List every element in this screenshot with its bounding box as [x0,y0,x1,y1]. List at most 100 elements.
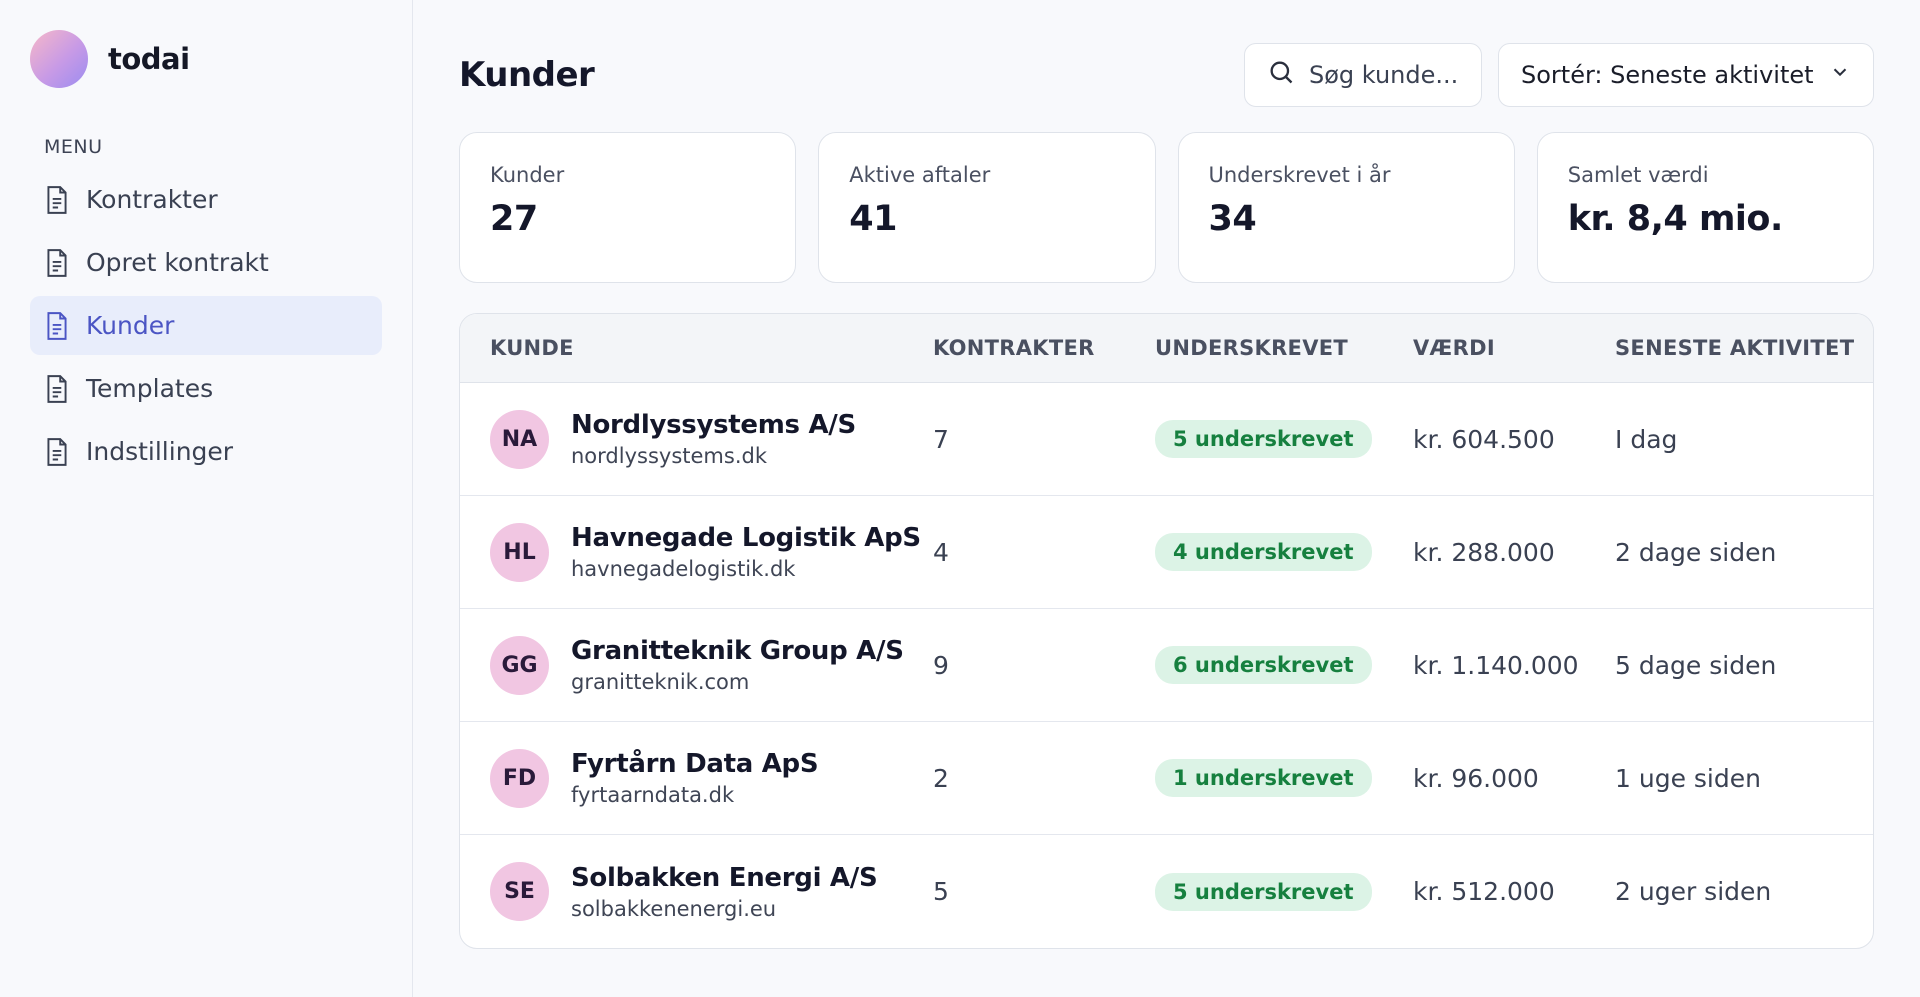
table-row[interactable]: HL Havnegade Logistik ApS havnegadelogis… [460,496,1873,609]
customer-domain: havnegadelogistik.dk [571,557,796,581]
activity-cell: I dag [1615,424,1678,454]
stat-label: Underskrevet i år [1208,163,1391,187]
column-header-vaerdi[interactable]: VÆRDI [1413,336,1495,360]
customer-domain: nordlyssystems.dk [571,444,767,468]
customer-info: Solbakken Energi A/S solbakkenenergi.eu [571,862,878,921]
sidebar-item-templates[interactable]: Templates [30,359,382,418]
customer-cell: FD Fyrtårn Data ApS fyrtaarndata.dk [490,748,933,808]
activity-cell: 2 dage siden [1615,537,1777,567]
customer-name[interactable]: Granitteknik Group A/S [571,636,904,666]
document-icon [44,374,70,404]
contracts-count: 7 [933,424,949,454]
customer-cell: SE Solbakken Energi A/S solbakkenenergi.… [490,862,933,921]
document-icon [44,185,70,215]
main-content: Kunder Søg kunde... Sortér: Seneste akti… [413,0,1920,997]
customer-cell: HL Havnegade Logistik ApS havnegadelogis… [490,522,933,582]
stat-card-aktive-aftaler: Aktive aftaler 41 [818,132,1156,283]
activity-cell: 5 dage siden [1615,650,1777,680]
document-icon [44,248,70,278]
sort-dropdown[interactable]: Sortér: Seneste aktivitet [1498,43,1874,107]
value-cell: kr. 512.000 [1413,877,1555,906]
column-header-seneste-aktivitet[interactable]: SENESTE AKTIVITET [1615,336,1855,360]
contracts-count: 2 [933,763,949,793]
table-row[interactable]: FD Fyrtårn Data ApS fyrtaarndata.dk 2 1 … [460,722,1873,835]
sidebar-nav: Kontrakter Opret kontrakt Kunder Templat… [30,170,382,481]
sidebar-item-label: Kunder [86,311,175,340]
top-actions: Søg kunde... Sortér: Seneste aktivitet [1244,43,1874,107]
table-row[interactable]: GG Granitteknik Group A/S granitteknik.c… [460,609,1873,722]
stat-label: Samlet værdi [1567,163,1709,187]
sidebar-item-label: Templates [86,374,214,403]
customer-name[interactable]: Solbakken Energi A/S [571,862,878,893]
status-badge: 5 underskrevet [1155,872,1372,911]
stat-card-samlet-vaerdi: Samlet værdi kr. 8,4 mio. [1536,132,1874,283]
sidebar-item-label: Opret kontrakt [86,248,269,277]
customer-info: Havnegade Logistik ApS havnegadelogistik… [571,523,921,581]
column-header-kontrakter[interactable]: KONTRAKTER [933,336,1095,360]
signed-cell: 5 underskrevet [1155,872,1413,911]
activity-cell: 1 uge siden [1615,763,1761,793]
customers-table: KUNDE KONTRAKTER UNDERSKREVET VÆRDI SENE… [459,313,1874,949]
value-cell: kr. 96.000 [1413,763,1539,793]
search-icon [1267,58,1295,92]
customer-cell: GG Granitteknik Group A/S granitteknik.c… [490,635,933,695]
status-badge: 5 underskrevet [1155,420,1372,458]
avatar: GG [490,635,549,695]
stats-row: Kunder 27 Aktive aftaler 41 Underskrevet… [459,132,1874,283]
value-cell: kr. 604.500 [1413,424,1555,454]
value-cell: kr. 288.000 [1413,537,1555,567]
stat-value: 34 [1208,199,1257,239]
customer-cell: NA Nordlyssystems A/S nordlyssystems.dk [490,409,933,469]
avatar: NA [490,409,549,469]
activity-cell: 2 uger siden [1615,877,1772,906]
menu-label: MENU [44,136,103,158]
stat-card-kunder: Kunder 27 [459,132,797,283]
customer-info: Fyrtårn Data ApS fyrtaarndata.dk [571,749,819,807]
customer-name[interactable]: Nordlyssystems A/S [571,410,856,440]
search-placeholder: Søg kunde... [1309,61,1459,89]
signed-cell: 1 underskrevet [1155,759,1413,797]
table-header: KUNDE KONTRAKTER UNDERSKREVET VÆRDI SENE… [460,314,1873,383]
sidebar-item-kunder[interactable]: Kunder [30,296,382,355]
sidebar-item-label: Kontrakter [86,185,218,214]
signed-cell: 6 underskrevet [1155,646,1413,684]
stat-value: kr. 8,4 mio. [1567,199,1784,239]
customer-domain: granitteknik.com [571,670,750,694]
stat-label: Aktive aftaler [849,163,991,187]
customer-name[interactable]: Havnegade Logistik ApS [571,523,921,553]
customer-info: Granitteknik Group A/S granitteknik.com [571,636,904,694]
status-badge: 4 underskrevet [1155,533,1372,571]
topbar: Kunder Søg kunde... Sortér: Seneste akti… [459,42,1874,108]
brand[interactable]: todai [30,28,382,90]
avatar: FD [490,748,549,808]
customer-info: Nordlyssystems A/S nordlyssystems.dk [571,410,856,468]
chevron-down-icon [1829,61,1851,89]
sidebar-item-kontrakter[interactable]: Kontrakter [30,170,382,229]
sidebar-item-opret-kontrakt[interactable]: Opret kontrakt [30,233,382,292]
table-row[interactable]: NA Nordlyssystems A/S nordlyssystems.dk … [460,383,1873,496]
signed-cell: 5 underskrevet [1155,420,1413,458]
customer-domain: solbakkenenergi.eu [571,896,777,921]
contracts-count: 5 [933,877,949,906]
table-row[interactable]: SE Solbakken Energi A/S solbakkenenergi.… [460,835,1873,948]
column-header-kunde[interactable]: KUNDE [490,336,574,360]
status-badge: 1 underskrevet [1155,759,1372,797]
sidebar-item-indstillinger[interactable]: Indstillinger [30,422,382,481]
avatar: SE [490,862,549,921]
customer-domain: fyrtaarndata.dk [571,783,735,807]
column-header-underskrevet[interactable]: UNDERSKREVET [1155,336,1349,360]
stat-value: 41 [849,199,897,239]
sidebar-item-label: Indstillinger [86,437,234,466]
stat-label: Kunder [490,163,565,187]
document-icon [44,437,70,467]
search-input[interactable]: Søg kunde... [1244,43,1482,107]
avatar: HL [490,522,549,582]
page-title: Kunder [459,55,595,95]
brand-logo [30,30,88,88]
contracts-count: 9 [933,650,949,680]
sidebar: todai MENU Kontrakter Opret kontrakt Kun… [0,0,413,997]
signed-cell: 4 underskrevet [1155,533,1413,571]
stat-value: 27 [490,199,538,239]
customer-name[interactable]: Fyrtårn Data ApS [571,749,819,779]
